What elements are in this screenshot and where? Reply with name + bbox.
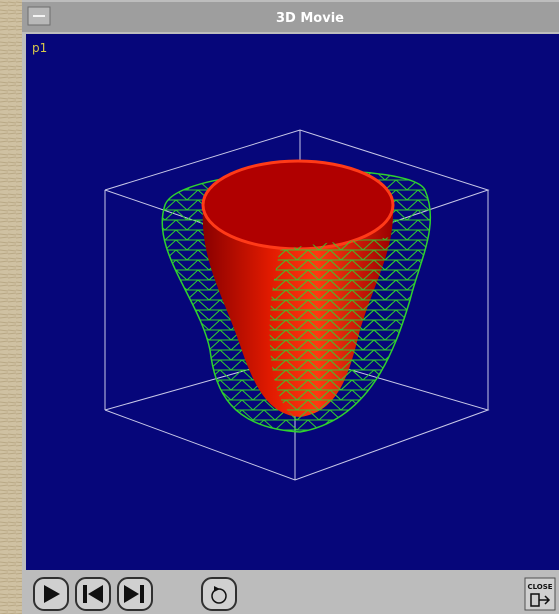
previous-button[interactable] — [75, 577, 111, 611]
toolbar — [22, 570, 559, 614]
title-bar — [22, 2, 559, 32]
play-button[interactable] — [33, 577, 69, 611]
close-button[interactable]: CLOSE — [524, 577, 556, 611]
next-button[interactable] — [117, 577, 153, 611]
front-mesh — [269, 235, 405, 420]
loop-button[interactable] — [201, 577, 237, 611]
window-title: 3D Movie — [276, 11, 344, 26]
cup-opening — [203, 161, 393, 249]
close-label: CLOSE — [527, 583, 552, 591]
viewport-label: p1 — [32, 41, 47, 55]
